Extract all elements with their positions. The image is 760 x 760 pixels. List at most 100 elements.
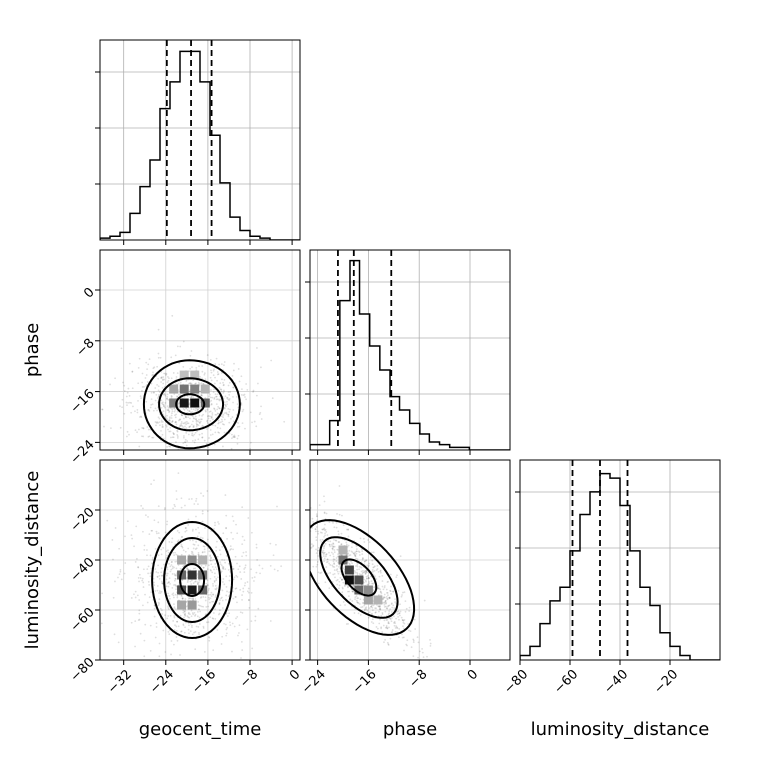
sample-point [167, 592, 170, 595]
sample-point [194, 598, 197, 600]
sample-point [260, 366, 262, 369]
sample-point [247, 599, 250, 601]
sample-point [203, 545, 206, 548]
sample-point [335, 557, 338, 559]
sample-point [222, 566, 225, 569]
sample-point [316, 563, 319, 566]
sample-point [370, 605, 373, 608]
sample-point [197, 381, 200, 384]
sample-point [173, 603, 175, 606]
sample-point [201, 551, 204, 554]
sample-point [332, 565, 335, 568]
sample-point [173, 573, 176, 575]
sample-point [162, 547, 165, 549]
sample-point [166, 418, 169, 420]
sample-point [170, 436, 172, 439]
sample-point [383, 596, 386, 599]
sample-point [146, 426, 149, 428]
sample-point [173, 643, 175, 646]
x-tick-label-luminosity_distance: −20 [651, 667, 681, 697]
sample-point [216, 379, 218, 382]
sample-point [375, 569, 378, 572]
sample-point [374, 611, 377, 614]
sample-point [333, 569, 336, 571]
sample-point [196, 583, 199, 585]
sample-point [323, 495, 325, 498]
sample-point [192, 424, 195, 427]
sample-point [337, 572, 340, 575]
sample-point [206, 538, 209, 541]
sample-point [130, 534, 133, 537]
sample-point [193, 503, 196, 505]
sample-point [352, 584, 355, 587]
sample-point [364, 607, 367, 610]
sample-point [385, 626, 388, 629]
sample-point [198, 433, 201, 436]
density-cell [187, 555, 197, 565]
sample-point [317, 571, 320, 574]
sample-point [197, 581, 200, 584]
sample-point [389, 637, 392, 640]
density-content [100, 460, 300, 660]
sample-point [213, 408, 216, 411]
sample-point [233, 362, 235, 365]
sample-point [201, 370, 204, 373]
sample-point [158, 575, 161, 577]
sample-point [188, 597, 191, 600]
sample-point [183, 395, 186, 398]
sample-point [404, 600, 407, 603]
sample-point [206, 490, 209, 492]
sample-point [392, 590, 395, 593]
density-cell [177, 600, 187, 610]
sample-point [219, 382, 222, 385]
sample-point [208, 636, 211, 639]
sample-point [142, 427, 145, 430]
sample-point [315, 539, 318, 542]
sample-point [195, 382, 197, 385]
sample-point [333, 563, 336, 565]
sample-point [153, 519, 156, 522]
sample-point [175, 475, 177, 477]
sample-point [174, 551, 177, 554]
sample-point [194, 613, 197, 616]
panel-frame [309, 459, 511, 661]
sample-point [226, 615, 229, 617]
x-tick-label-luminosity_distance: −80 [501, 667, 531, 697]
sample-point [235, 596, 237, 598]
sample-point [166, 381, 169, 384]
sample-point [138, 573, 141, 576]
sample-point [154, 421, 157, 423]
sample-point [141, 390, 143, 392]
sample-point [224, 494, 227, 496]
sample-point [338, 485, 341, 487]
sample-point [351, 590, 354, 593]
grid [100, 40, 300, 240]
sample-point [151, 436, 154, 439]
sample-point [167, 428, 169, 431]
sample-point [164, 417, 167, 419]
sample-point [226, 403, 229, 406]
sample-point [164, 415, 166, 418]
sample-point [189, 382, 192, 384]
sample-point [239, 571, 242, 573]
sample-point [356, 601, 359, 604]
sample-point [365, 577, 368, 580]
sample-point [147, 409, 149, 411]
sample-point [193, 441, 196, 444]
sample-point [159, 424, 161, 427]
sample-point [371, 606, 374, 609]
sample-point [195, 425, 198, 428]
sample-point [367, 583, 370, 586]
sample-point [150, 391, 153, 394]
sample-point [347, 544, 350, 547]
sample-point [202, 545, 205, 548]
sample-point [303, 499, 305, 501]
sample-point [316, 549, 319, 552]
sample-point [197, 424, 200, 427]
sample-point [257, 382, 259, 385]
x-tick-label-phase: 0 [465, 667, 481, 683]
sample-point [190, 550, 193, 553]
sample-point [206, 579, 209, 582]
sample-point [119, 405, 121, 408]
density-cell [190, 398, 200, 408]
